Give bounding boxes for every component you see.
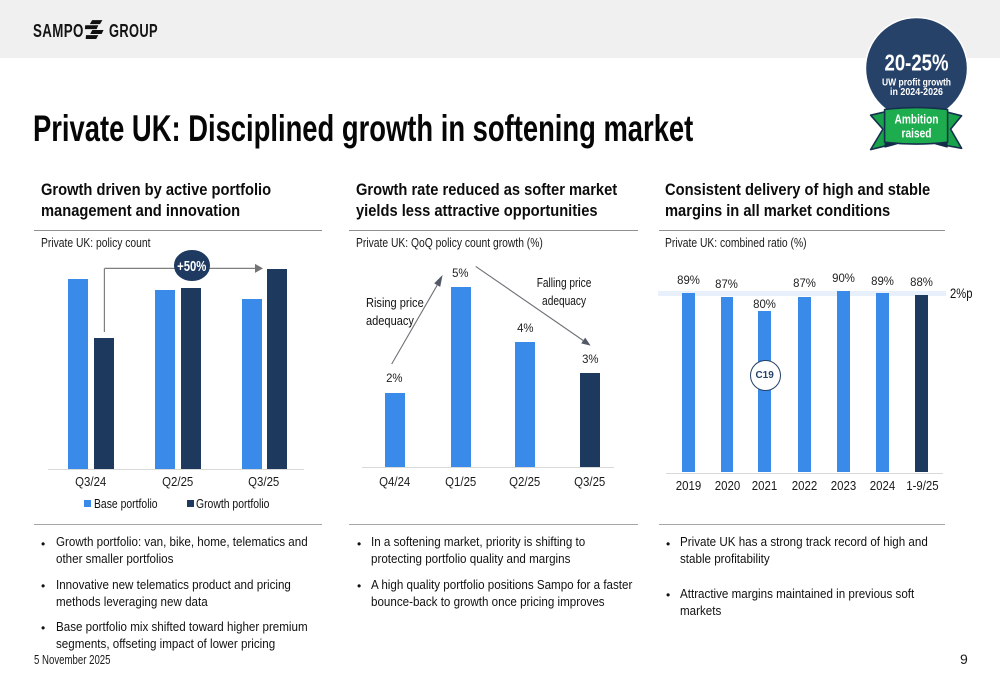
svg-text:20-25%: 20-25% xyxy=(885,50,949,76)
svg-text:Ambition: Ambition xyxy=(895,112,939,127)
svg-text:raised: raised xyxy=(902,126,932,141)
svg-text:UW profit growth: UW profit growth xyxy=(882,77,951,88)
svg-text:in 2024-2026: in 2024-2026 xyxy=(890,87,943,98)
